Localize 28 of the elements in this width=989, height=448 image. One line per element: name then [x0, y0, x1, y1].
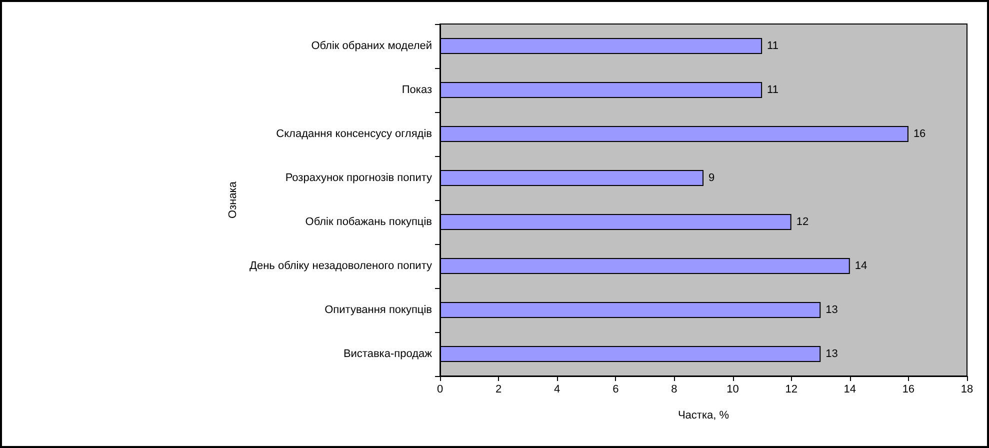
x-tick-label: 10: [726, 384, 739, 396]
y-tick-label: Показ: [402, 84, 432, 96]
data-label: 12: [796, 216, 809, 228]
y-tick-label: Опитування покупців: [324, 304, 432, 316]
x-tick-label: 8: [671, 384, 678, 396]
data-label: 16: [913, 128, 926, 140]
data-label: 13: [826, 304, 838, 316]
x-axis-title: Частка, %: [678, 410, 730, 422]
data-label: 9: [708, 172, 715, 184]
x-tick-label: 4: [554, 384, 560, 396]
data-label: 13: [826, 348, 838, 360]
data-label: 11: [767, 84, 778, 96]
data-label: 14: [854, 260, 868, 272]
x-tick-label: 14: [844, 384, 856, 396]
y-axis-title: Ознака: [227, 180, 240, 218]
y-tick-label: Виставка-продаж: [343, 348, 433, 360]
x-tick-label: 18: [960, 384, 974, 396]
y-tick-label: День обліку незадоволеного попиту: [250, 260, 432, 272]
data-label: 11: [767, 40, 778, 52]
x-tick-label: 2: [495, 384, 502, 396]
y-tick-label: Складання консенсусу оглядів: [276, 128, 432, 140]
y-tick-label: Облік побажань покупців: [305, 216, 432, 228]
y-tick-label: Облік обраних моделей: [311, 40, 432, 52]
x-tick-label: 16: [902, 384, 915, 396]
x-tick-label: 12: [785, 384, 798, 396]
x-tick-label: 6: [612, 384, 619, 396]
x-tick-label: 0: [436, 384, 444, 396]
y-tick-label: Розрахунок прогнозів попиту: [285, 172, 432, 184]
